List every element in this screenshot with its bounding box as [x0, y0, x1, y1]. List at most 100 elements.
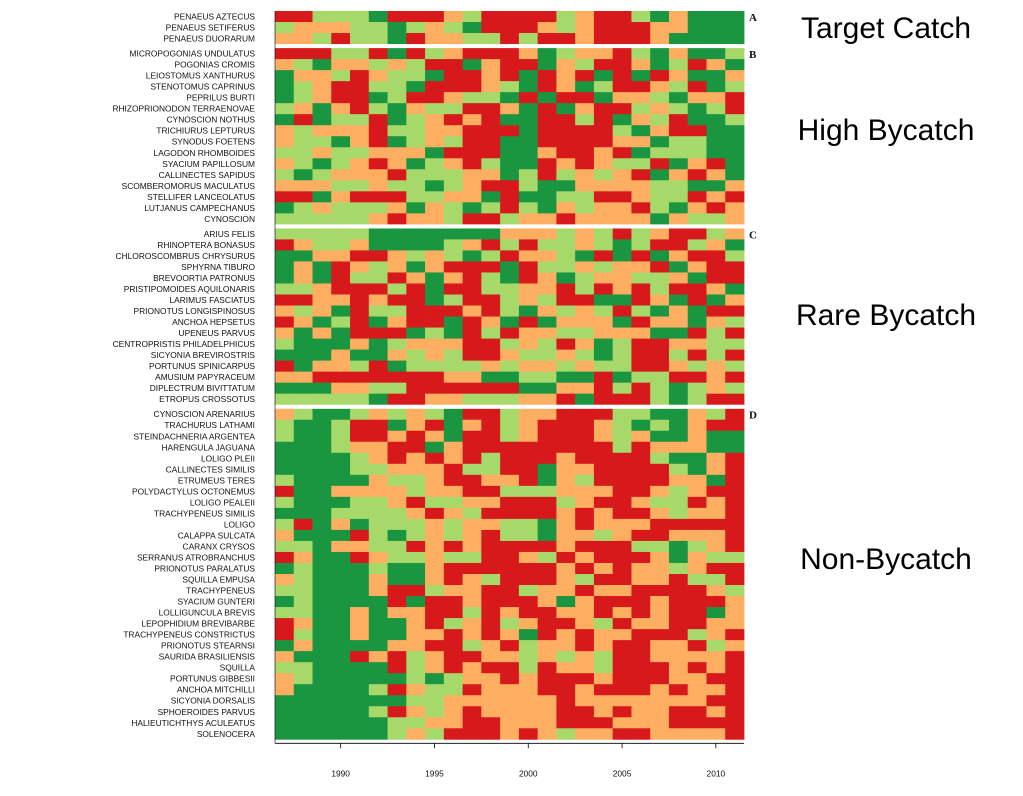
cell-prionotus-stearnsi-1989: [312, 640, 332, 652]
cell-centropristis-philadelphicus-2011: [725, 338, 745, 350]
cell-squilla-empusa-2007: [650, 574, 670, 586]
cell-pristipomoides-aquilonaris-1996: [443, 283, 463, 295]
cell-syacium-papillosum-1989: [312, 158, 332, 170]
cell-cynoscion-1989: [312, 213, 332, 225]
cell-anchoa-mitchilli-2010: [706, 684, 726, 696]
cell-caranx-crysos-2008: [668, 540, 689, 553]
cell-etrumeus-teres-2008: [668, 474, 689, 487]
cell-anchoa-hepsetus-2002: [556, 316, 576, 328]
cell-syacium-gunteri-1995: [425, 596, 445, 608]
species-label-trachypeneus-constrictus: TRACHYPENEUS CONSTRICTUS: [123, 630, 255, 640]
cell-polydactylus-octonemus-2003: [575, 485, 595, 498]
cell-cynoscion-arenarius-2009: [687, 408, 707, 421]
cell-serranus-atrobranchus-2005: [612, 551, 632, 564]
cell-lagodon-rhomboides-2009: [687, 147, 707, 159]
cell-solenocera-1997: [462, 728, 482, 740]
cell-lolliguncula-brevis-2009: [687, 607, 707, 619]
cell-anchoa-mitchilli-2004: [593, 684, 614, 696]
cell-larimus-fasciatus-1997: [462, 294, 482, 306]
cell-anchoa-mitchilli-1999: [500, 684, 520, 696]
cell-prionotus-stearnsi-2007: [650, 640, 670, 652]
cell-squilla-empusa-1990: [331, 574, 351, 586]
cell-steindachneria-argentea-2003: [575, 430, 595, 443]
cell-callinectes-sapidus-2008: [668, 169, 689, 181]
cell-centropristis-philadelphicus-1987: [275, 338, 295, 350]
cell-callinectes-similis-1999: [500, 463, 520, 476]
cell-prionotus-paralatus-1990: [331, 562, 351, 575]
cell-cynoscion-nothus-1991: [350, 114, 370, 126]
cell-anchoa-hepsetus-1988: [293, 316, 313, 328]
cell-prionotus-stearnsi-1999: [500, 640, 520, 652]
cell-pristipomoides-aquilonaris-2009: [687, 283, 707, 295]
cell-anchoa-mitchilli-1989: [312, 684, 332, 696]
cell-penaeus-duorarum-2002: [556, 33, 576, 45]
cell-scomberomorus-maculatus-1991: [350, 180, 370, 192]
cell-caranx-crysos-2007: [650, 540, 670, 553]
cell-micropogonias-undulatus-2011: [725, 48, 745, 60]
cell-anchoa-mitchilli-2007: [650, 684, 670, 696]
cell-callinectes-similis-1995: [425, 463, 445, 476]
cell-diplectrum-bivittatum-1989: [312, 382, 332, 395]
cell-amusium-papyraceum-2008: [668, 371, 689, 384]
cell-lepophidium-brevibarbe-1997: [462, 618, 482, 630]
cell-pristipomoides-aquilonaris-1987: [275, 283, 295, 295]
cell-caranx-crysos-1987: [275, 540, 295, 553]
cell-pogonias-cromis-1992: [368, 59, 388, 71]
cell-trichiurus-lepturus-1989: [312, 125, 332, 137]
cell-caranx-crysos-1994: [406, 540, 426, 553]
cell-lepophidium-brevibarbe-2003: [575, 618, 595, 630]
cell-portunus-spinicarpus-1994: [406, 360, 426, 373]
cell-etropus-crossotus-1988: [293, 393, 313, 406]
cell-cynoscion-nothus-2002: [556, 114, 576, 126]
cell-anchoa-mitchilli-2011: [725, 684, 745, 696]
cell-rhizoprionodon-terraenovae-2008: [668, 103, 689, 115]
cell-squilla-2006: [631, 662, 651, 674]
cell-callinectes-similis-2007: [650, 463, 670, 476]
cell-lutjanus-campechanus-2004: [593, 202, 614, 214]
cell-trachypeneus-2004: [593, 585, 614, 597]
cell-portunus-gibbesii-2002: [556, 673, 576, 685]
cell-arius-felis-2002: [556, 228, 576, 240]
cell-synodus-foetens-2005: [612, 136, 632, 148]
cell-saurida-brasiliensis-2008: [668, 651, 689, 663]
cell-centropristis-philadelphicus-1995: [425, 338, 445, 350]
cell-etropus-crossotus-2002: [556, 393, 576, 406]
species-label-portunus-gibbesii: PORTUNUS GIBBESII: [170, 674, 255, 684]
cell-loligo-1989: [312, 518, 332, 531]
cell-sphoeroides-parvus-2005: [612, 706, 632, 718]
cell-rhizoprionodon-terraenovae-1987: [275, 103, 295, 115]
cell-centropristis-philadelphicus-2003: [575, 338, 595, 350]
cell-lepophidium-brevibarbe-1995: [425, 618, 445, 630]
cell-pogonias-cromis-1996: [443, 59, 463, 71]
cell-polydactylus-octonemus-2002: [556, 485, 576, 498]
cell-penaeus-aztecus-2005: [612, 11, 632, 23]
cell-callinectes-similis-1998: [481, 463, 501, 476]
cell-rhinoptera-bonasus-1998: [481, 239, 501, 251]
cell-stenotomus-caprinus-2009: [687, 81, 707, 93]
cell-pristipomoides-aquilonaris-1990: [331, 283, 351, 295]
panel-letter-a: A: [749, 12, 757, 24]
cell-etropus-crossotus-1989: [312, 393, 332, 406]
cell-cynoscion-arenarius-2004: [593, 408, 614, 421]
cell-cynoscion-arenarius-2001: [537, 408, 557, 421]
cell-anchoa-hepsetus-1991: [350, 316, 370, 328]
cell-portunus-gibbesii-2011: [725, 673, 745, 685]
cell-amusium-papyraceum-2010: [706, 371, 726, 384]
cell-trachurus-lathami-1997: [462, 419, 482, 432]
cell-lagodon-rhomboides-1992: [368, 147, 388, 159]
cell-scomberomorus-maculatus-2002: [556, 180, 576, 192]
cell-lagodon-rhomboides-1996: [443, 147, 463, 159]
cell-synodus-foetens-1993: [387, 136, 407, 148]
cell-sicyonia-dorsalis-1988: [293, 695, 313, 707]
cell-prionotus-paralatus-2000: [518, 562, 539, 575]
cell-scomberomorus-maculatus-2003: [575, 180, 595, 192]
cell-portunus-spinicarpus-2003: [575, 360, 595, 373]
cell-serranus-atrobranchus-1988: [293, 551, 313, 564]
cell-etropus-crossotus-1991: [350, 393, 370, 406]
cell-halieutichthys-aculeatus-2000: [518, 717, 539, 729]
cell-synodus-foetens-1991: [350, 136, 370, 148]
cell-caranx-crysos-1991: [350, 540, 370, 553]
cell-saurida-brasiliensis-1993: [387, 651, 407, 663]
cell-stellifer-lanceolatus-2009: [687, 191, 707, 203]
cell-syacium-gunteri-1992: [368, 596, 388, 608]
